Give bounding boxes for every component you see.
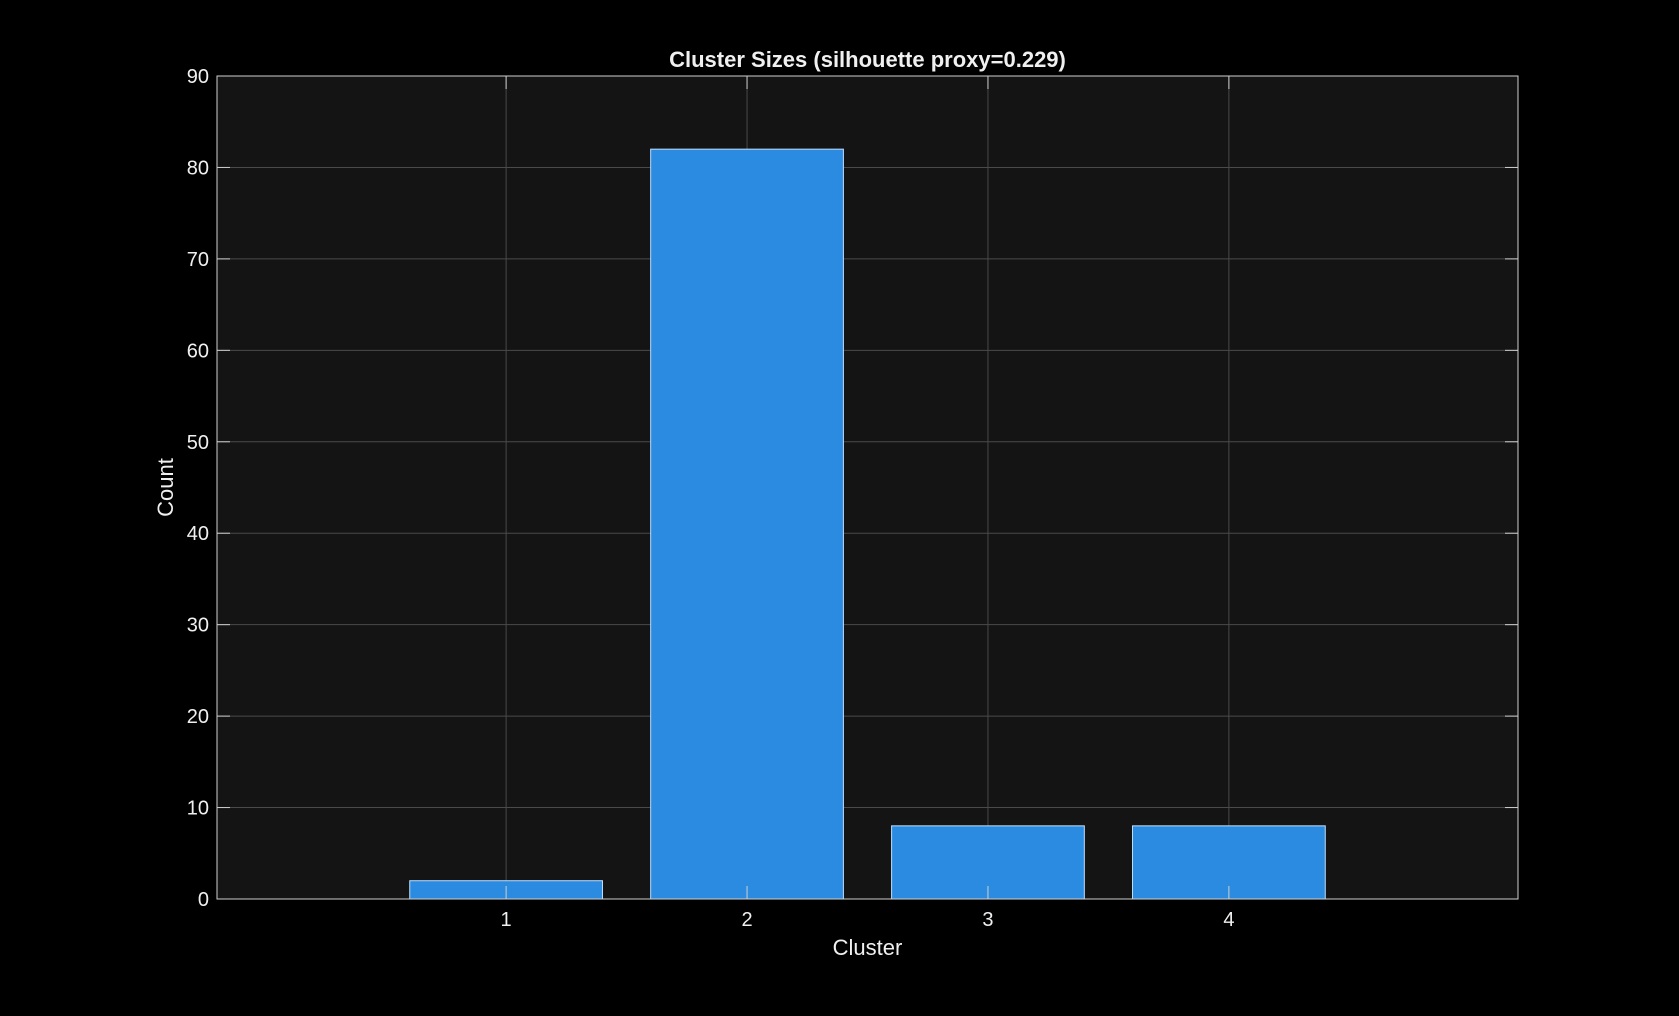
x-axis-label: Cluster xyxy=(833,935,903,960)
y-tick-label: 70 xyxy=(187,249,209,271)
bar-cluster-2 xyxy=(650,148,844,900)
y-tick-label: 90 xyxy=(187,66,209,88)
y-tick-label: 10 xyxy=(187,798,209,820)
x-tick-label: 4 xyxy=(1223,909,1234,931)
x-tick-label: 1 xyxy=(501,909,512,931)
y-tick-label: 0 xyxy=(198,889,209,911)
y-tick-label: 80 xyxy=(187,157,209,179)
axes-frame xyxy=(216,75,1519,900)
y-tick-label: 60 xyxy=(187,340,209,362)
y-tick-label: 30 xyxy=(187,615,209,637)
plot-area xyxy=(217,76,1518,899)
axis-ticks: 0 10 20 30 40 50 60 70 80 90 1 2 3 4 xyxy=(187,66,1518,931)
y-tick-label: 50 xyxy=(187,432,209,454)
x-tick-label: 3 xyxy=(982,909,993,931)
y-axis-label: Count xyxy=(153,458,178,517)
y-tick-label: 40 xyxy=(187,523,209,545)
chart-title: Cluster Sizes (silhouette proxy=0.229) xyxy=(669,47,1066,72)
y-tick-label: 20 xyxy=(187,706,209,728)
x-tick-label: 2 xyxy=(741,909,752,931)
